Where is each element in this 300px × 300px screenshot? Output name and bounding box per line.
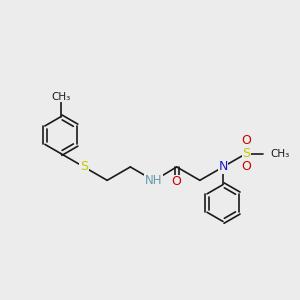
FancyBboxPatch shape xyxy=(219,163,226,171)
Text: S: S xyxy=(242,147,250,160)
FancyBboxPatch shape xyxy=(243,149,250,158)
Text: O: O xyxy=(241,134,251,147)
FancyBboxPatch shape xyxy=(173,178,181,185)
Text: CH₃: CH₃ xyxy=(51,92,70,102)
Text: N: N xyxy=(218,160,228,173)
Text: S: S xyxy=(80,160,88,173)
Text: O: O xyxy=(241,160,251,173)
FancyBboxPatch shape xyxy=(243,164,250,170)
FancyBboxPatch shape xyxy=(243,136,250,144)
FancyBboxPatch shape xyxy=(148,175,159,186)
FancyBboxPatch shape xyxy=(80,163,88,171)
Text: CH₃: CH₃ xyxy=(270,148,289,159)
Text: O: O xyxy=(172,175,182,188)
Text: NH: NH xyxy=(145,174,162,187)
